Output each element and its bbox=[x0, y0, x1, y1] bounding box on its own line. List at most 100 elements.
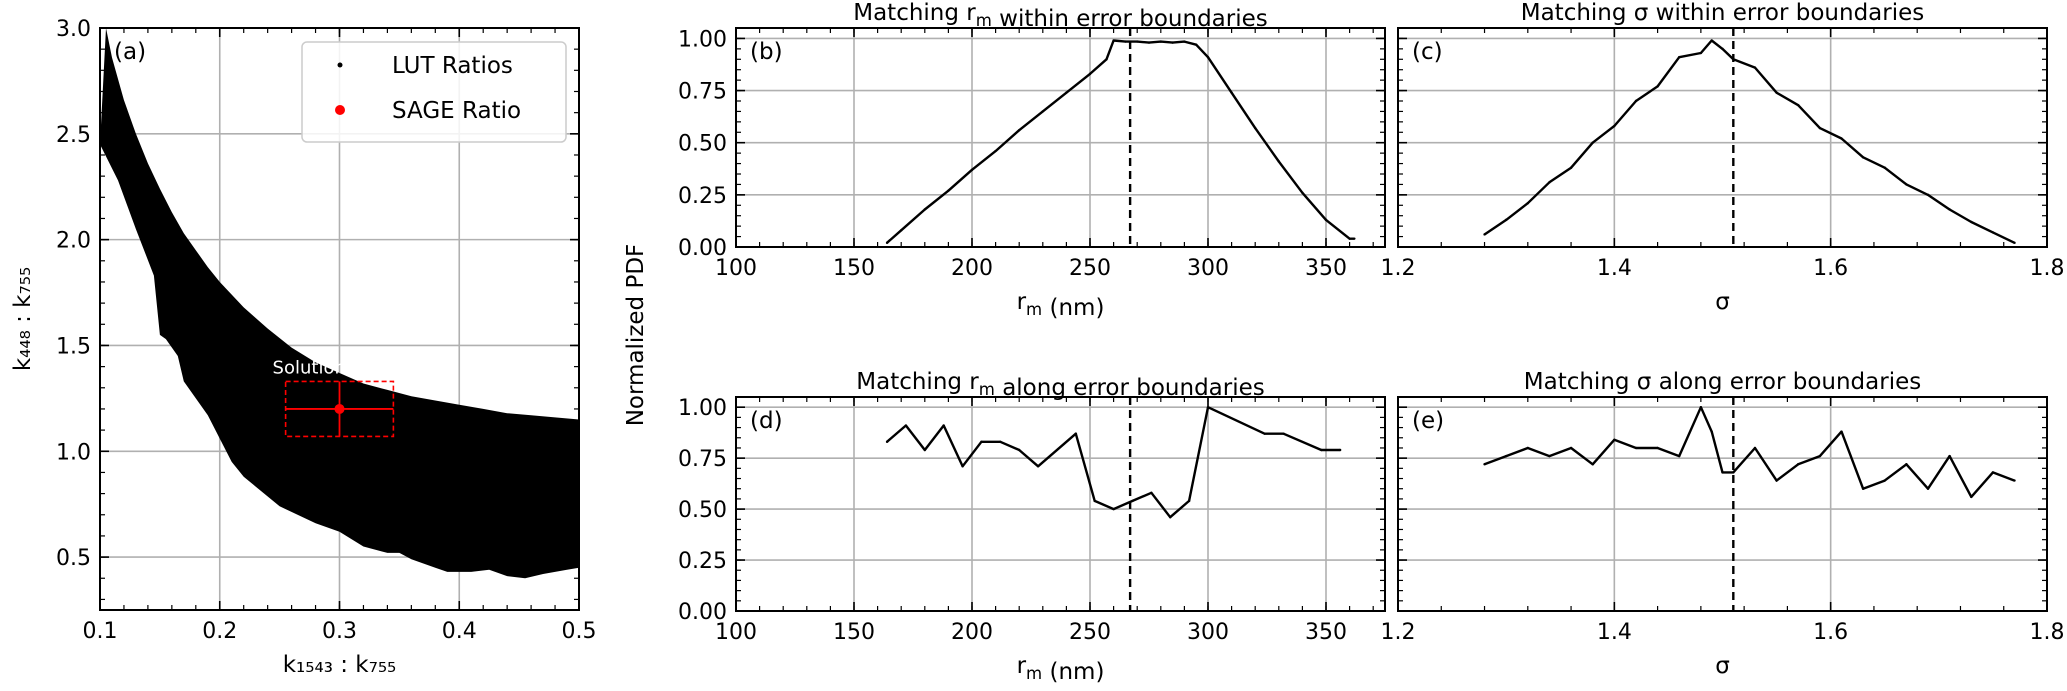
data-point bbox=[1338, 448, 1342, 452]
data-point bbox=[1634, 99, 1638, 103]
data-point bbox=[1254, 126, 1257, 130]
axes-frame bbox=[735, 27, 1386, 248]
data-point bbox=[1840, 137, 1843, 140]
x-tick-label: 0.2 bbox=[202, 619, 237, 644]
y-tick-label: 0.25 bbox=[678, 549, 727, 574]
data-point bbox=[1569, 446, 1573, 450]
data-point bbox=[1753, 66, 1757, 69]
data-point bbox=[1131, 499, 1134, 503]
y-tick-label: 0.00 bbox=[678, 236, 727, 261]
data-point bbox=[1548, 181, 1551, 184]
x-tick-label: 300 bbox=[1187, 620, 1229, 645]
y-tick-label: 1.00 bbox=[678, 27, 727, 52]
data-series-line bbox=[1484, 406, 2015, 499]
x-tick-label: 250 bbox=[1069, 256, 1111, 281]
data-point bbox=[1948, 208, 1951, 211]
data-point bbox=[1504, 218, 1508, 222]
x-tick-label: 0.1 bbox=[83, 619, 118, 644]
legend-marker bbox=[335, 105, 345, 115]
axes-frame bbox=[1397, 27, 2048, 248]
data-point bbox=[1018, 129, 1021, 132]
data-point bbox=[1230, 91, 1233, 94]
data-point bbox=[1147, 41, 1151, 44]
data-point bbox=[994, 149, 997, 153]
x-tick-label: 0.4 bbox=[442, 619, 477, 644]
y-tick-label: 0.00 bbox=[678, 600, 727, 625]
data-point bbox=[1818, 126, 1822, 130]
data-point bbox=[1699, 405, 1703, 409]
x-axis-label: k₁₅₄₃ : k₇₅₅ bbox=[283, 652, 397, 678]
y-tick-label: 0.50 bbox=[678, 132, 727, 157]
data-point bbox=[1074, 432, 1078, 435]
data-point bbox=[1548, 454, 1551, 458]
data-point bbox=[1678, 56, 1681, 59]
data-point bbox=[947, 189, 950, 192]
data-point bbox=[1569, 166, 1573, 169]
data-point bbox=[1301, 191, 1304, 194]
y-tick-label: 0.75 bbox=[678, 80, 727, 105]
x-tick-label: 300 bbox=[1187, 256, 1229, 281]
data-point bbox=[1883, 166, 1886, 169]
data-point bbox=[1970, 495, 1973, 499]
data-point bbox=[1883, 479, 1886, 482]
y-tick-label: 0.50 bbox=[678, 498, 727, 523]
data-series-line bbox=[1483, 39, 2016, 244]
data-point bbox=[1656, 446, 1659, 450]
data-point bbox=[2013, 479, 2016, 482]
data-point bbox=[1088, 72, 1092, 76]
y-tick-label: 1.00 bbox=[678, 396, 727, 421]
data-point bbox=[1320, 448, 1323, 452]
y-tick-label: 0.5 bbox=[56, 546, 91, 571]
data-point bbox=[1206, 56, 1210, 59]
plot-area bbox=[1483, 28, 2016, 247]
data-point bbox=[1753, 446, 1757, 450]
data-point bbox=[1526, 202, 1530, 205]
x-tick-label: 1.2 bbox=[1381, 620, 1416, 645]
data-point bbox=[1991, 231, 1995, 234]
data-point bbox=[1710, 430, 1713, 433]
panel-c: 1.2 1.4 1.6 1.8 (c) Matching σ within error b… bbox=[1381, 0, 2065, 315]
plot-area bbox=[885, 397, 1342, 611]
x-tick-label: 1.4 bbox=[1597, 620, 1632, 645]
y-axis-label: k₄₄₈ : k₇₅₅ bbox=[10, 267, 36, 371]
data-point bbox=[970, 168, 974, 172]
data-point bbox=[1991, 471, 1995, 474]
data-point bbox=[1721, 47, 1724, 51]
data-point bbox=[1263, 432, 1266, 435]
data-point bbox=[1905, 463, 1908, 466]
x-tick-label: 350 bbox=[1305, 256, 1347, 281]
data-point bbox=[1124, 40, 1127, 43]
legend-label: SAGE Ratio bbox=[392, 98, 521, 124]
y-tick-label: 0.75 bbox=[678, 447, 727, 472]
y-tick-label: 2.0 bbox=[56, 229, 91, 254]
data-point bbox=[961, 465, 964, 468]
data-point bbox=[1171, 41, 1174, 44]
data-point bbox=[1150, 491, 1153, 494]
data-point bbox=[1797, 103, 1800, 107]
x-tick-label: 1.4 bbox=[1597, 256, 1632, 281]
axes-frame bbox=[735, 396, 1386, 612]
x-tick-label: 100 bbox=[715, 620, 757, 645]
data-point bbox=[1065, 91, 1068, 94]
solution-space-label: Solution Space bbox=[273, 357, 407, 378]
plot-area bbox=[1483, 397, 2016, 611]
x-tick-label: 100 bbox=[715, 256, 757, 281]
data-point bbox=[1018, 448, 1021, 452]
data-point bbox=[1710, 39, 1713, 42]
x-tick-label: 0.3 bbox=[322, 619, 357, 644]
data-point bbox=[1970, 220, 1973, 224]
x-tick-label: 1.2 bbox=[1381, 256, 1416, 281]
data-point bbox=[1840, 430, 1843, 433]
data-point bbox=[1861, 487, 1865, 490]
data-point bbox=[1277, 160, 1281, 163]
y-tick-label: 3.0 bbox=[56, 17, 91, 42]
data-point bbox=[1504, 454, 1508, 458]
data-point bbox=[1721, 471, 1724, 474]
data-point bbox=[1159, 40, 1163, 43]
data-point bbox=[1483, 463, 1486, 466]
x-tick-label: 150 bbox=[833, 256, 875, 281]
panel-title: Matching σ within error boundaries bbox=[1521, 0, 1925, 26]
data-series-line bbox=[886, 39, 1355, 244]
data-point bbox=[1324, 218, 1328, 222]
data-point bbox=[1348, 237, 1351, 240]
